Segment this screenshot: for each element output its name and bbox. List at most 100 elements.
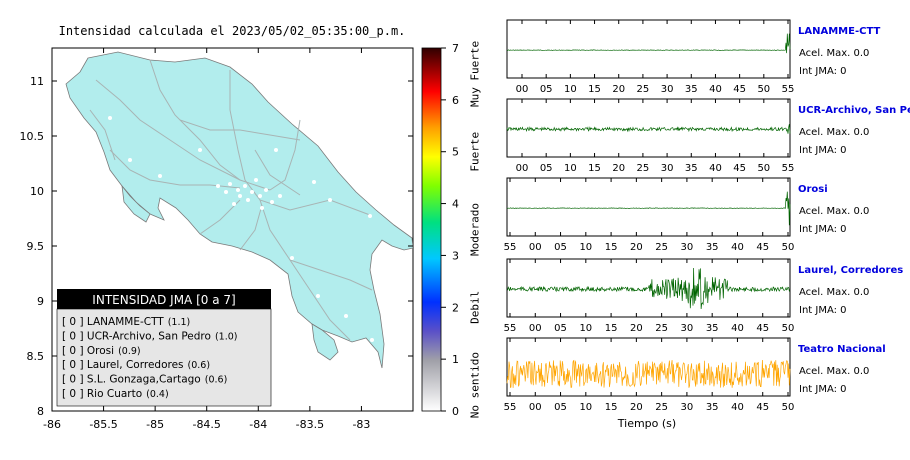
waveform-tick-label: 05: [540, 84, 553, 95]
waveform-tick-label: 30: [661, 84, 674, 95]
colorbar-tick-label: 7: [452, 42, 459, 55]
legend-entry: [ 0 ] Rio Cuarto (0.4): [62, 388, 169, 400]
legend-entry-value: (1.0): [215, 331, 238, 342]
station-name: LANAMME-CTT: [798, 26, 880, 37]
waveform-tick-label: 10: [564, 163, 577, 174]
map-x-tick-label: -86: [43, 418, 61, 431]
waveform-panel: 55 00 05 10 15 20 25 30 35 40 45 50 Teatro Nacional A…: [504, 337, 886, 413]
waveform-tick-label: 15: [588, 84, 601, 95]
waveform-tick-label: 55: [782, 163, 795, 174]
map-y-tick-label: 8.5: [27, 350, 45, 363]
map-legend: INTENSIDAD JMA [0 a 7] [ 0 ] LANAMME-CTT…: [56, 289, 272, 407]
waveform-tick-label: 15: [588, 163, 601, 174]
station-acel-max: Acel. Max. 0.0: [799, 127, 869, 138]
legend-entry: [ 0 ] LANAMME-CTT (1.1): [62, 316, 190, 328]
waveform-panel: 00 05 10 15 20 25 30 35 40 45 50 55 UCR-Archivo, San…: [506, 98, 910, 174]
station-name: Laurel, Corredores: [798, 265, 903, 276]
waveform-trace: [506, 267, 791, 310]
waveform-tick-label: 00: [516, 163, 529, 174]
map-x-tick-label: -85.5: [89, 418, 117, 431]
legend-entry-station: [ 0 ] Orosi: [62, 345, 114, 357]
waveform-trace: [506, 124, 791, 134]
waveform-tick-label: 35: [685, 163, 698, 174]
map-y-axis: 8 8.5 9 9.5 10 10.5 11: [20, 75, 413, 418]
waveform-tick-label: 25: [637, 84, 650, 95]
station-acel-max: Acel. Max. 0.0: [799, 287, 869, 298]
map-x-tick-label: -84: [249, 418, 267, 431]
waveform-tick-label: 00: [529, 402, 542, 413]
legend-entry-value: (0.6): [205, 375, 228, 386]
waveform-tick-label: 45: [756, 323, 769, 334]
colorbar-tick-label: 3: [452, 249, 459, 262]
station-markers: [108, 116, 374, 342]
station-int-jma: Int JMA: 0: [799, 224, 847, 235]
map-title: Intensidad calculada el 2023/05/02_05:35…: [59, 24, 406, 38]
waveform-panel: 55 00 05 10 15 20 25 30 35 40 45 50 Laurel, Corredor…: [504, 258, 903, 334]
colorbar: 0 1 2 3 4 5 6 7 No sentido Debil Moderado Fuerte Mu…: [421, 41, 482, 418]
colorbar-level-label: No sentido: [469, 352, 482, 418]
waveform-trace: [507, 33, 791, 54]
station-name: Teatro Nacional: [798, 344, 886, 355]
colorbar-level-label: Debil: [469, 291, 482, 324]
waveform-tick-label: 35: [706, 402, 719, 413]
waveform-tick-label: 45: [733, 163, 746, 174]
legend-entry: [ 0 ] Laurel, Corredores (0.6): [62, 359, 210, 371]
waveform-tick-label: 05: [554, 323, 567, 334]
map-x-tick-label: -85: [146, 418, 164, 431]
colorbar-level-label: Moderado: [469, 203, 482, 256]
legend-entry-value: (0.9): [118, 346, 141, 357]
map-y-tick-label: 10: [30, 185, 44, 198]
colorbar-tick-label: 2: [452, 301, 459, 314]
waveform-tick-label: 40: [731, 323, 744, 334]
waveform-tick-label: 20: [630, 402, 643, 413]
legend-entry: [ 0 ] UCR-Archivo, San Pedro (1.0): [62, 330, 237, 342]
map-y-tick-label: 8: [37, 405, 44, 418]
waveform-panel: 00 05 10 15 20 25 30 35 40 45 50 55 LANAMME-CTT Acel.…: [506, 19, 880, 95]
waveform-tick-label: 25: [655, 323, 668, 334]
waveform-tick-label: 10: [579, 402, 592, 413]
waveform-trace: [506, 191, 791, 226]
waveform-tick-label: 40: [709, 163, 722, 174]
waveform-tick-label: 50: [782, 242, 795, 253]
waveform-tick-label: 15: [605, 242, 618, 253]
legend-entry-station: [ 0 ] S.L. Gonzaga,Cartago: [62, 374, 201, 386]
waveform-tick-label: 10: [564, 84, 577, 95]
colorbar-level-label: Muy Fuerte: [469, 41, 482, 107]
waveform-tick-label: 30: [681, 323, 694, 334]
legend-entry-station: [ 0 ] Laurel, Corredores: [62, 359, 184, 371]
legend-entry-value: (0.4): [146, 389, 169, 400]
waveform-tick-label: 30: [681, 402, 694, 413]
legend-entry-station: [ 0 ] Rio Cuarto: [62, 388, 142, 400]
waveform-tick-label: 40: [731, 242, 744, 253]
waveform-tick-label: 20: [630, 242, 643, 253]
waveform-tick-label: 15: [605, 402, 618, 413]
colorbar-tick-label: 1: [452, 353, 459, 366]
waveform-tick-label: 30: [681, 242, 694, 253]
waveform-tick-label: 00: [529, 323, 542, 334]
colorbar-tick-label: 5: [452, 146, 459, 159]
waveform-xlabel: Tiempo (s): [617, 417, 676, 430]
map-y-tick-label: 9: [37, 295, 44, 308]
waveform-tick-label: 45: [756, 402, 769, 413]
colorbar-tick-label: 6: [452, 94, 459, 107]
waveform-tick-label: 20: [630, 323, 643, 334]
waveform-tick-label: 55: [782, 84, 795, 95]
waveform-tick-label: 55: [504, 323, 517, 334]
waveform-plot-area: [506, 177, 791, 237]
legend-body: [56, 308, 272, 407]
legend-entry-value: (1.1): [168, 317, 191, 328]
waveform-tick-label: 00: [529, 242, 542, 253]
waveform-trace: [506, 359, 791, 389]
waveform-tick-label: 35: [706, 323, 719, 334]
waveform-tick-label: 50: [757, 84, 770, 95]
waveform-tick-label: 50: [757, 163, 770, 174]
colorbar-gradient: [421, 47, 442, 412]
waveform-tick-label: 35: [685, 84, 698, 95]
waveform-tick-label: 50: [782, 323, 795, 334]
station-int-jma: Int JMA: 0: [799, 66, 847, 77]
map-y-tick-label: 11: [30, 75, 44, 88]
station-acel-max: Acel. Max. 0.0: [799, 48, 869, 59]
waveform-tick-label: 25: [655, 242, 668, 253]
legend-entry-value: (0.6): [188, 360, 211, 371]
